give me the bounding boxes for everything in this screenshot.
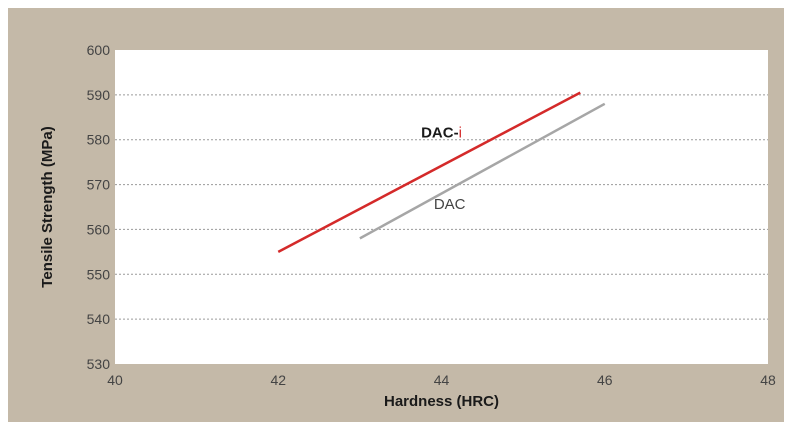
chart: 530 540 550 560 570 580 590 600 40 42 44 46 48 DAC-… xyxy=(39,42,776,410)
series-line-dac-i xyxy=(277,91,581,253)
y-tick-labels: 530 540 550 560 570 580 590 600 xyxy=(87,42,111,372)
series-lines xyxy=(277,91,606,253)
y-tick-label: 590 xyxy=(87,87,111,103)
y-axis-title: Tensile Strength (MPa) xyxy=(39,126,56,287)
x-axis-title: Hardness (HRC) xyxy=(384,393,499,410)
plot-area xyxy=(115,50,768,364)
series-label-suffix: i xyxy=(459,124,462,141)
y-tick-label: 540 xyxy=(87,311,111,327)
y-tick-label: 550 xyxy=(87,266,111,282)
y-tick-label: 530 xyxy=(87,356,111,372)
x-tick-label: 40 xyxy=(107,372,123,388)
series-label-dac-i: DAC-i xyxy=(421,124,462,141)
y-tick-label: 580 xyxy=(87,132,111,148)
x-tick-label: 46 xyxy=(597,372,613,388)
x-tick-label: 42 xyxy=(270,372,286,388)
x-tick-label: 44 xyxy=(434,372,450,388)
series-line-dac xyxy=(359,102,606,240)
series-label-dac: DAC xyxy=(434,196,466,213)
series-label-prefix: DAC- xyxy=(421,124,459,141)
x-tick-labels: 40 42 44 46 48 xyxy=(107,372,776,388)
grid-lines xyxy=(115,94,768,320)
x-tick-label: 48 xyxy=(760,372,776,388)
y-tick-label: 570 xyxy=(87,177,111,193)
y-tick-label: 560 xyxy=(87,221,111,237)
series-labels: DAC-i DAC xyxy=(421,124,466,213)
y-tick-label: 600 xyxy=(87,42,111,58)
chart-container: 530 540 550 560 570 580 590 600 40 42 44 46 48 DAC-… xyxy=(8,8,784,422)
